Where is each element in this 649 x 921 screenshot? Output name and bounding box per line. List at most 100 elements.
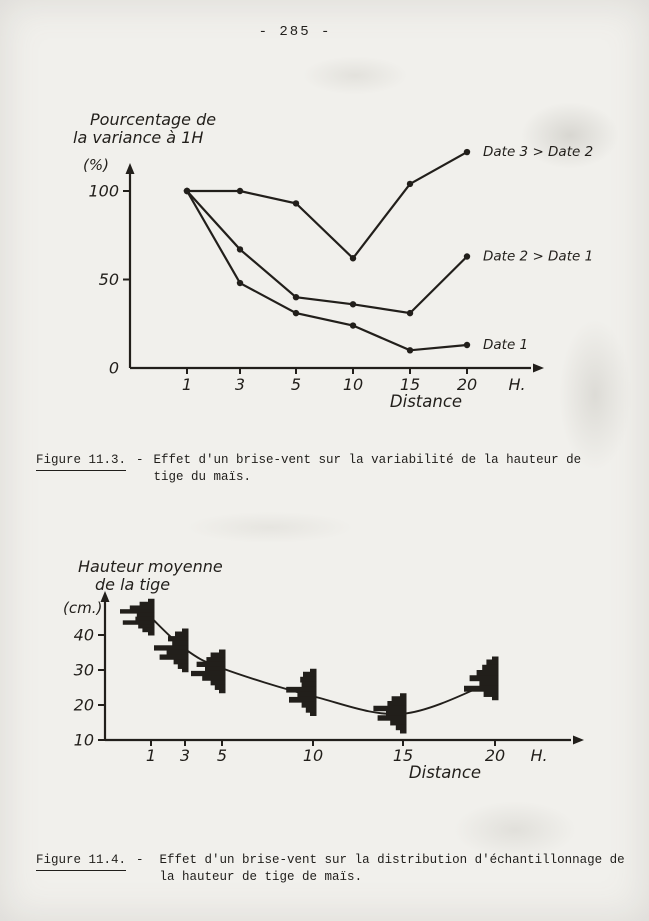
data-point-dot: [292, 294, 300, 301]
caption-dash: -: [136, 853, 144, 867]
axes: [123, 163, 544, 374]
y-tick-label: 20: [74, 696, 94, 715]
distribution-histogram-x10: [286, 668, 317, 716]
x-tick-label: 15: [400, 375, 420, 394]
y-tick-label: 100: [88, 182, 119, 201]
series-line: [186, 190, 468, 315]
data-point-dot: [463, 253, 471, 260]
distribution-histogram-x3: [154, 628, 189, 673]
chart-title-line1: Hauteur moyenne: [78, 557, 223, 576]
y-tick-label: 40: [74, 626, 94, 645]
histogram-bar: [297, 691, 317, 698]
scan-smudge: [280, 48, 430, 103]
histogram-bar: [300, 676, 317, 683]
series-line: [186, 190, 468, 352]
data-point-dot: [406, 347, 414, 354]
histogram-bar: [479, 680, 499, 687]
scan-smudge: [150, 505, 390, 550]
distribution-histogram-x20: [464, 656, 499, 701]
axis-arrow-up: [125, 163, 135, 174]
histogram-bar: [196, 661, 226, 667]
caption-line-2: la hauteur de tige de maïs.: [159, 870, 363, 884]
histogram-bar: [390, 720, 407, 726]
data-point-dot: [236, 187, 244, 195]
x-tick-label: 1: [146, 746, 156, 765]
series-label-date-3-date-2: Date 3 > Date 2: [483, 144, 593, 160]
data-point-dot: [463, 148, 471, 156]
histogram-bar: [138, 624, 155, 629]
histogram-bar: [202, 675, 226, 681]
x-axis-label: Distance: [409, 763, 481, 782]
y-tick-label: 0: [109, 359, 119, 378]
data-point-dot: [183, 187, 191, 195]
histogram-bar: [476, 670, 499, 676]
figure-11-3-label: Figure 11.3.: [36, 452, 127, 471]
y-axis-unit-label: (%): [83, 156, 109, 174]
x-tick-label: 10: [343, 375, 363, 394]
histogram-bar: [166, 649, 189, 656]
chart-title-line2: la variance à 1H: [73, 128, 203, 147]
x-tick-label: 5: [217, 746, 227, 765]
data-point-dot: [292, 200, 300, 207]
x-tick-label: 10: [303, 746, 323, 765]
distribution-histogram-x1: [120, 598, 155, 636]
histogram-bar: [469, 675, 499, 682]
axis-arrow-up: [100, 591, 110, 602]
histogram-bar: [173, 659, 189, 665]
histogram-bar: [377, 715, 407, 721]
histogram-bar: [483, 691, 499, 697]
histogram-bar: [210, 652, 226, 658]
data-point-dot: [236, 279, 244, 287]
histogram-bar: [120, 609, 155, 614]
chart-title-line2: de la tige: [95, 575, 170, 594]
x-tick-label: 3: [180, 746, 190, 765]
chart-title-line1: Pourcentage de: [90, 110, 216, 129]
histogram-bar: [206, 657, 226, 663]
series-date-3-date-2: Date 3 > Date 2: [183, 144, 593, 262]
x-axis-end-label: H.: [508, 375, 525, 394]
caption-dash: -: [136, 453, 144, 467]
histogram-bar: [142, 627, 155, 633]
caption-text: Effet d'un brise-vent sur la distributio…: [160, 852, 625, 886]
distribution-histogram-x15: [373, 693, 407, 734]
histogram-bar: [205, 666, 226, 672]
histogram-bar: [301, 681, 317, 688]
histogram-bar: [305, 706, 317, 713]
histogram-bar: [482, 664, 499, 671]
histogram-bar: [210, 680, 226, 686]
y-tick-label: 10: [74, 731, 94, 750]
data-point-dot: [349, 301, 357, 308]
histogram-bar: [139, 601, 155, 607]
histogram-bar: [135, 616, 155, 622]
data-point-dot: [236, 246, 244, 253]
histogram-bar: [289, 696, 317, 703]
histogram-bar: [177, 663, 189, 669]
histogram-bar: [154, 645, 189, 651]
histogram-bar: [168, 636, 189, 642]
histogram-bar: [395, 724, 407, 731]
data-point-dot: [463, 341, 471, 349]
axis-arrow-right: [533, 363, 544, 373]
series-date-2-date-1: Date 2 > Date 1: [183, 187, 593, 317]
histogram-bar: [387, 701, 407, 707]
figure-11-3-caption: Figure 11.3. - Effet d'un brise-vent sur…: [36, 452, 581, 486]
histogram-bar: [122, 620, 155, 625]
y-axis-unit-label: (cm.): [63, 599, 102, 617]
histogram-bar: [175, 631, 189, 637]
x-tick-label: 20: [485, 746, 505, 765]
histogram-bar: [286, 686, 317, 693]
caption-line-1: Effet d'un brise-vent sur la variabilité…: [153, 453, 582, 467]
histogram-bar: [301, 701, 317, 708]
histogram-bar: [464, 685, 499, 692]
data-point-dot: [406, 180, 414, 188]
histogram-bar: [172, 640, 189, 646]
x-tick-label: 20: [457, 375, 477, 394]
histogram-bar: [214, 684, 226, 690]
data-point-dot: [406, 309, 414, 317]
series-label-date-1: Date 1: [483, 337, 528, 353]
axis-arrow-right: [573, 735, 584, 745]
x-axis-label: Distance: [390, 392, 462, 411]
